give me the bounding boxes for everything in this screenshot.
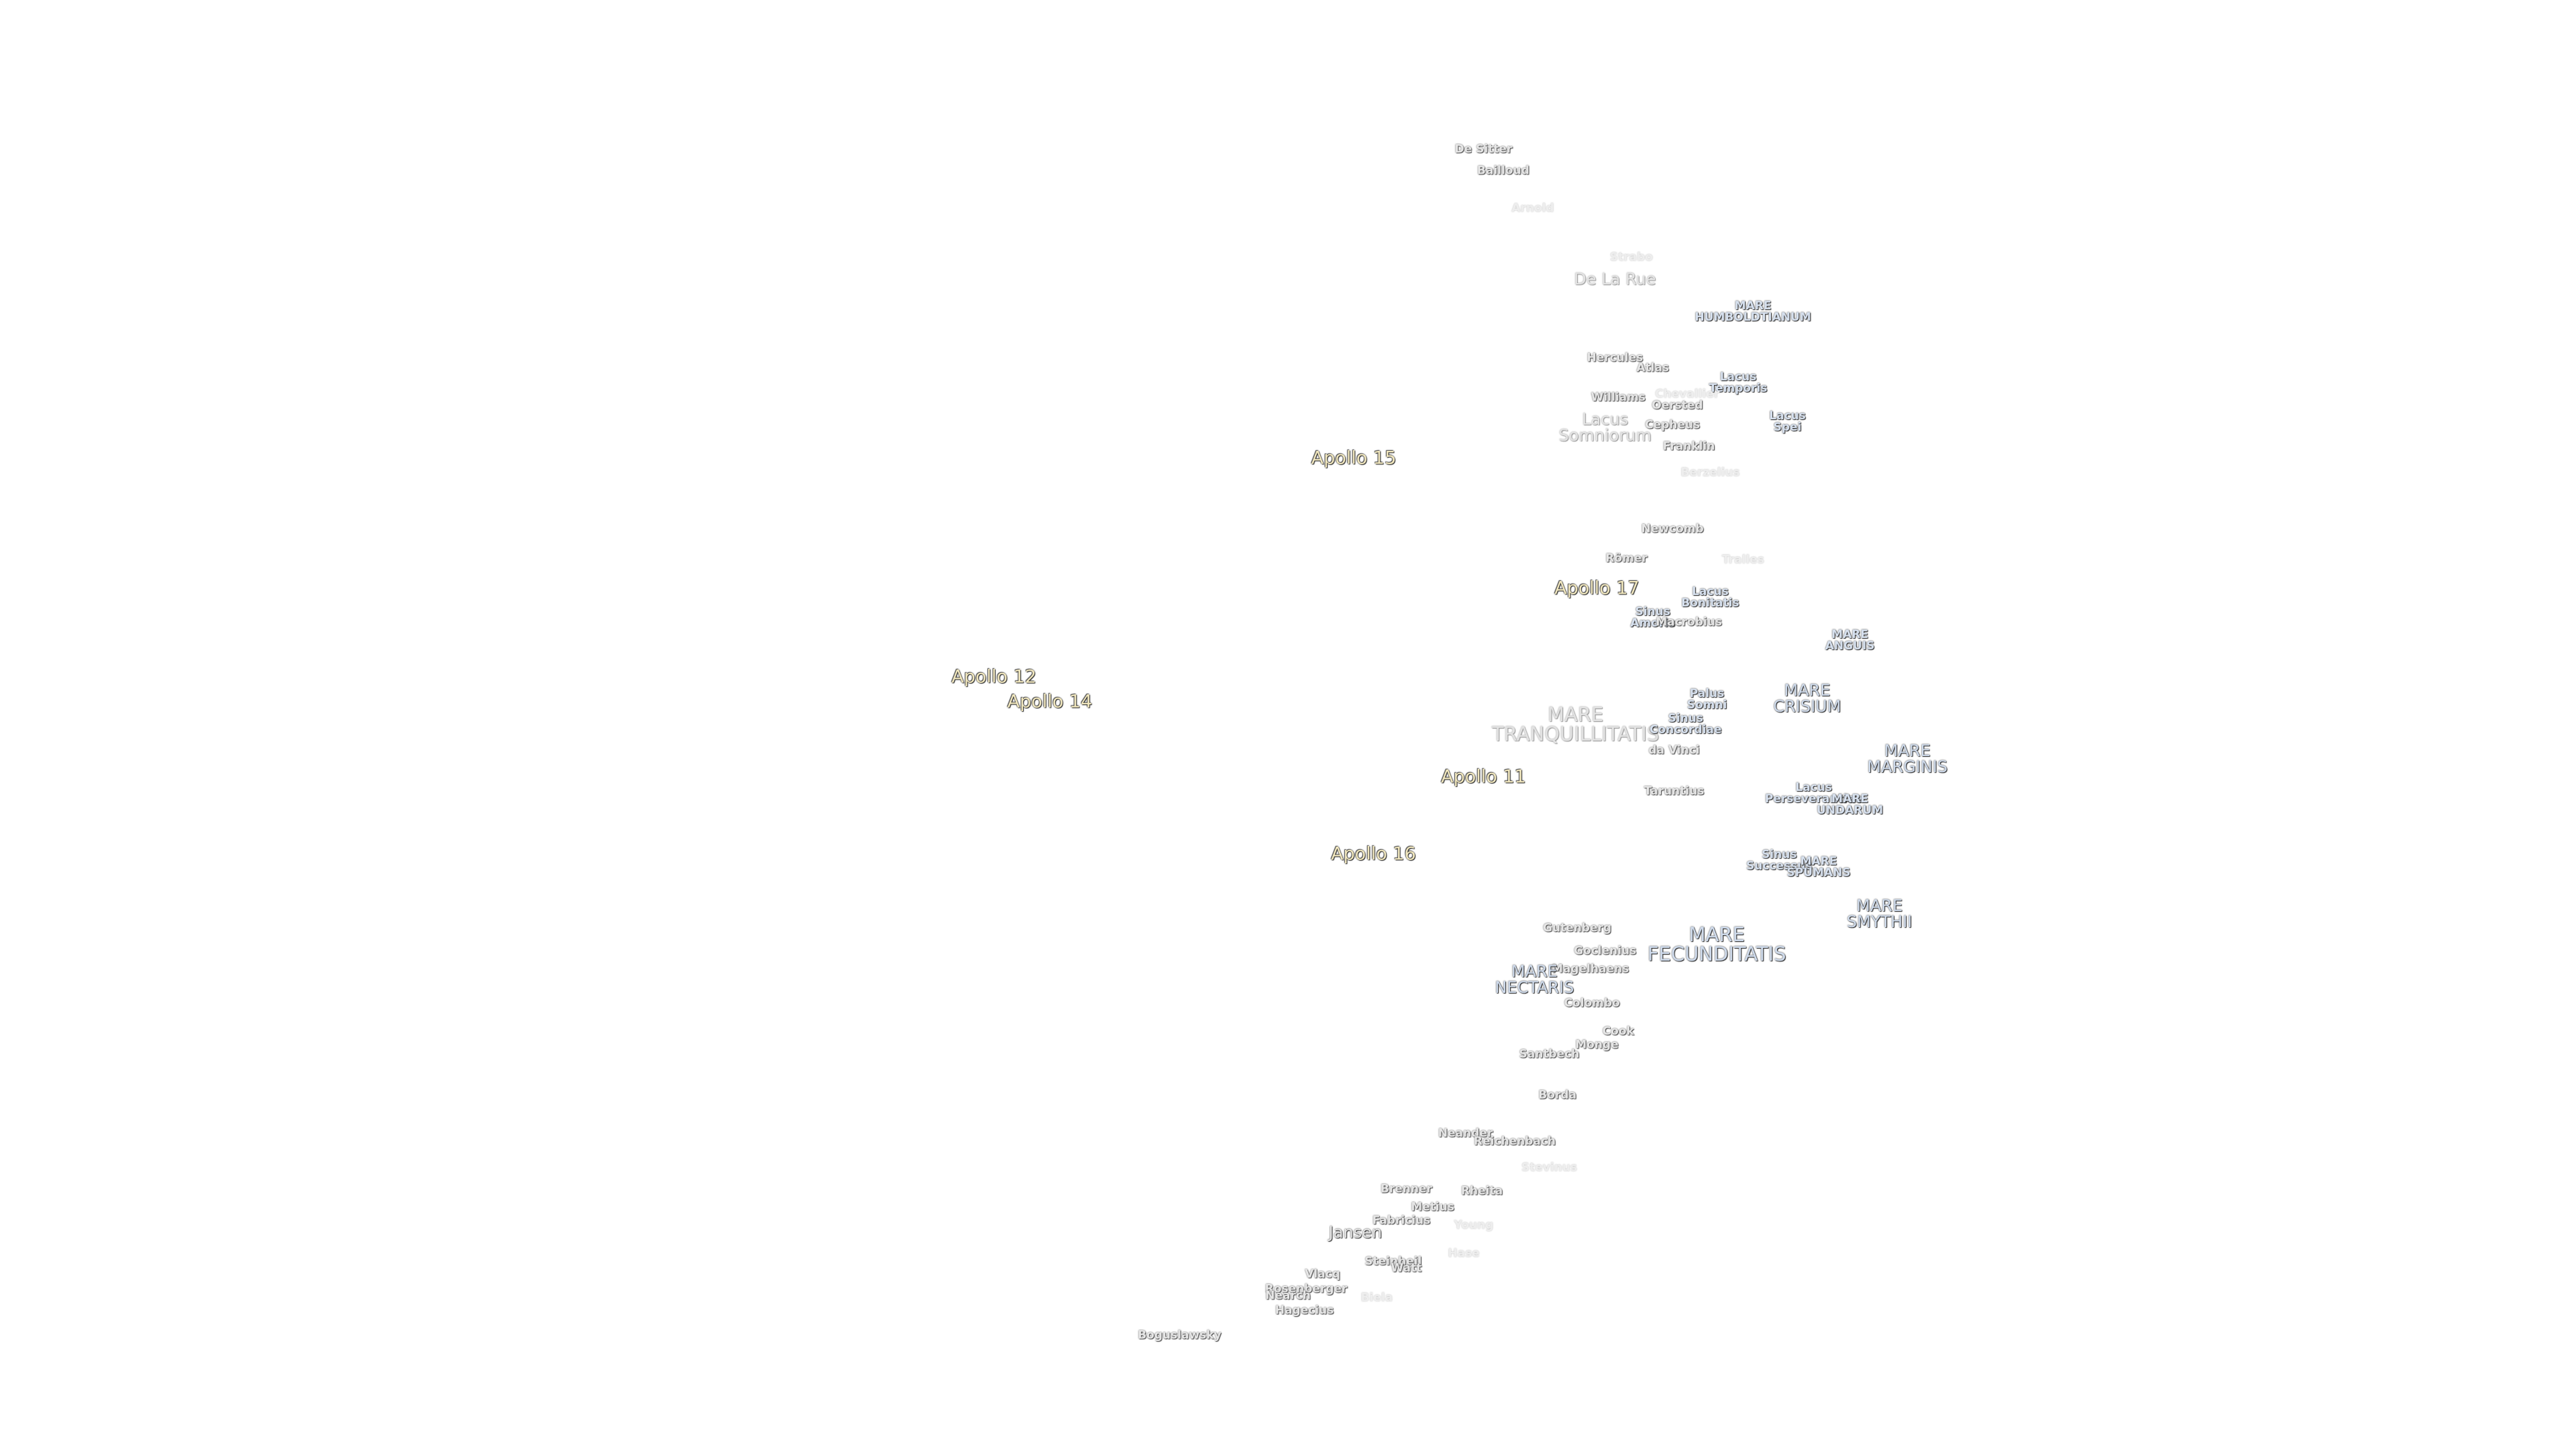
- map-label: Arnold: [1511, 201, 1554, 215]
- map-label: Chevallier: [1655, 387, 1720, 401]
- map-label: Young: [1454, 1218, 1494, 1232]
- map-label: Macrobius: [1656, 615, 1722, 629]
- map-label: Lacus Bonitatis: [1681, 585, 1739, 610]
- map-label: Brenner: [1380, 1182, 1432, 1196]
- map-label: MARE UNDARUM: [1817, 792, 1884, 817]
- map-label: MARE HUMBOLDTIANUM: [1695, 299, 1811, 325]
- map-label: Cook: [1602, 1024, 1634, 1038]
- map-label: Biela: [1360, 1291, 1393, 1305]
- map-label: Vlacq: [1305, 1267, 1340, 1281]
- map-label: Apollo 11: [1441, 766, 1526, 788]
- map-label: Lacus Perseverantiae: [1764, 780, 1863, 806]
- map-label: Tralles: [1721, 553, 1764, 567]
- map-label: Metius: [1411, 1200, 1454, 1214]
- map-label: Williams: [1591, 390, 1646, 405]
- map-label: Steinheil: [1364, 1254, 1422, 1269]
- map-label: Hagecius: [1275, 1303, 1334, 1318]
- map-label: Hase: [1448, 1246, 1480, 1260]
- map-label: Newcomb: [1641, 522, 1704, 536]
- map-label: Sinus Successus: [1746, 848, 1813, 873]
- map-label: MARE ANGUIS: [1825, 628, 1875, 653]
- map-label: da Vinci: [1648, 743, 1700, 757]
- map-label: MARE SMYTHII: [1846, 896, 1913, 931]
- map-label: Rheita: [1460, 1184, 1503, 1198]
- map-label: Borda: [1538, 1088, 1576, 1102]
- map-label: Lacus Spei: [1769, 409, 1806, 435]
- map-label: Apollo 14: [1007, 691, 1093, 712]
- map-label: Hercules: [1587, 351, 1644, 365]
- map-label: Apollo 16: [1331, 843, 1416, 865]
- map-label: MARE TRANQUILLITATIS: [1491, 703, 1660, 745]
- map-label: Sinus Amoris: [1630, 604, 1676, 630]
- map-label: Colombo: [1564, 996, 1620, 1010]
- map-label: Apollo 17: [1554, 578, 1640, 599]
- map-label: Goclenius: [1574, 944, 1637, 958]
- map-label: MARE MARGINIS: [1867, 741, 1948, 777]
- map-label: Lacus Temporis: [1709, 370, 1768, 395]
- map-label: Neander: [1438, 1126, 1493, 1140]
- map-label: Oersted: [1652, 398, 1703, 413]
- map-label: Boguslawsky: [1138, 1328, 1222, 1342]
- map-label: Franklin: [1662, 439, 1715, 453]
- map-label: Monge: [1575, 1038, 1619, 1052]
- map-label: Apollo 12: [951, 666, 1036, 688]
- map-label: Nearch: [1265, 1289, 1311, 1303]
- map-label: Reichenbach: [1473, 1134, 1556, 1148]
- map-label: Taruntius: [1644, 784, 1705, 798]
- map-label: Cepheus: [1645, 418, 1701, 432]
- map-label: Strabo: [1609, 250, 1653, 264]
- map-label: Palus Somni: [1686, 687, 1727, 712]
- map-label: Bailloud: [1477, 164, 1529, 178]
- map-label: Rosenberger: [1265, 1282, 1348, 1296]
- map-label: De Sitter: [1454, 142, 1513, 156]
- map-label: De La Rue: [1574, 270, 1656, 289]
- map-label: Berzelius: [1680, 466, 1740, 480]
- map-label: Fabricius: [1372, 1214, 1431, 1228]
- map-label: Lacus Somniorum: [1558, 409, 1652, 445]
- map-label: Apollo 15: [1311, 447, 1397, 469]
- map-label: MARE CRISIUM: [1773, 680, 1841, 716]
- map-label: Sinus Concordiae: [1649, 712, 1722, 737]
- map-label: Magelhaens: [1552, 962, 1629, 976]
- map-label: Watt: [1391, 1261, 1422, 1275]
- map-label: Jansen: [1328, 1222, 1383, 1242]
- map-label: MARE NECTARIS: [1495, 961, 1574, 997]
- map-label: MARE SPUMANS: [1786, 855, 1851, 880]
- map-label: MARE FECUNDITATIS: [1647, 923, 1786, 966]
- map-label: Santbech: [1519, 1047, 1580, 1061]
- map-label: Gutenberg: [1542, 921, 1612, 935]
- map-label: Römer: [1605, 551, 1648, 566]
- map-label: Stevinus: [1521, 1161, 1577, 1175]
- map-label: Atlas: [1636, 361, 1670, 375]
